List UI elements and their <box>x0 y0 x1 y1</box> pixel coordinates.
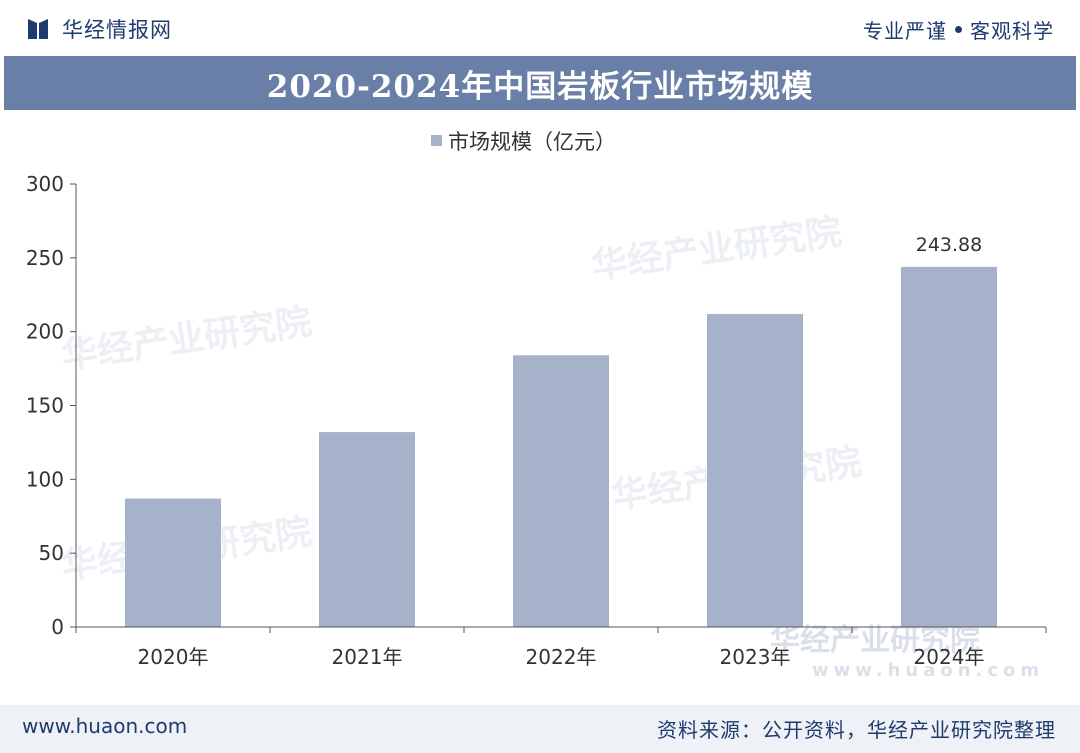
y-tick-label: 0 <box>51 615 64 639</box>
x-tick-label: 2021年 <box>332 645 403 669</box>
y-axis: 0 50 100 150 200 250 300 <box>26 172 77 639</box>
huajing-logo-icon <box>28 19 48 39</box>
y-tick-label: 250 <box>26 246 64 270</box>
x-axis: 2020年 2021年 2022年 2023年 2024年 <box>75 626 1047 669</box>
x-tick-label: 2024年 <box>914 645 985 669</box>
footer: www.huaon.com 资料来源：公开资料，华经产业研究院整理 <box>0 705 1080 753</box>
legend: 市场规模（亿元） <box>431 130 616 154</box>
y-tick-label: 100 <box>26 467 64 491</box>
x-tick-label: 2020年 <box>138 645 209 669</box>
y-tick-label: 300 <box>26 172 64 196</box>
data-source: 资料来源：公开资料，华经产业研究院整理 <box>657 718 1056 742</box>
slogan-left: 专业严谨 <box>863 19 947 43</box>
bar <box>901 266 997 627</box>
slogan: 专业严谨 客观科学 <box>863 15 1054 44</box>
bar <box>125 498 221 627</box>
bar <box>319 432 415 627</box>
brand: 华经情报网 <box>26 14 172 44</box>
x-tick-label: 2022年 <box>526 645 597 669</box>
data-label: 243.88 <box>916 234 982 256</box>
brand-name: 华经情报网 <box>62 18 172 42</box>
title-bar: 2020-2024年中国岩板行业市场规模 <box>4 56 1076 110</box>
bar <box>513 355 609 627</box>
bar-chart: 市场规模（亿元） 0 50 100 150 200 250 300 243.88 2020年… <box>26 130 1047 669</box>
chart-area: 华经产业研究院 华经产业研究院 华经产业研究院 华经产业研究院 华经产业研究院 … <box>0 110 1080 705</box>
y-tick-label: 150 <box>26 394 64 418</box>
legend-label: 市场规模（亿元） <box>448 130 616 154</box>
bar <box>707 313 803 627</box>
footer-url: www.huaon.com <box>22 714 188 738</box>
legend-swatch <box>431 135 442 146</box>
slogan-right: 客观科学 <box>970 19 1054 43</box>
slogan-dot-icon <box>955 26 962 33</box>
chart-title: 2020-2024年中国岩板行业市场规模 <box>266 68 814 105</box>
y-tick-label: 200 <box>26 320 64 344</box>
top-bar: 华经情报网 专业严谨 客观科学 <box>0 0 1080 54</box>
x-tick-label: 2023年 <box>720 645 791 669</box>
y-tick-label: 50 <box>39 541 64 565</box>
bars: 243.88 <box>125 234 997 627</box>
